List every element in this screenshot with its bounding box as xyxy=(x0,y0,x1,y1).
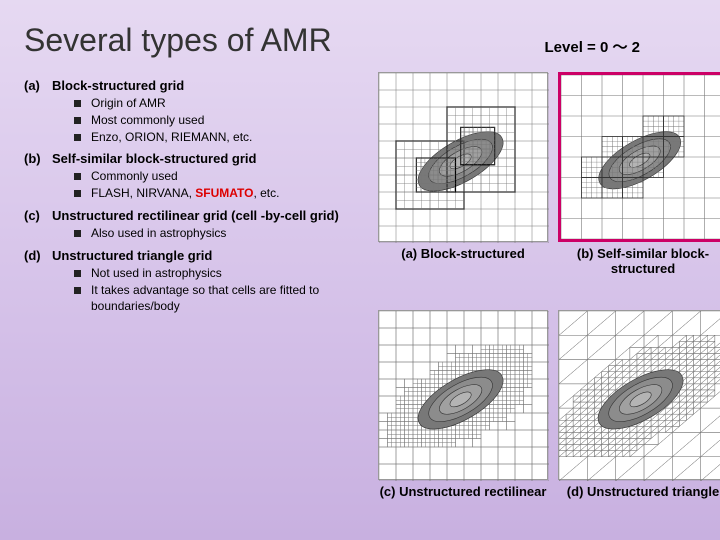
bullet: Enzo, ORION, RIEMANN, etc. xyxy=(74,129,364,146)
bullet-marker-icon xyxy=(74,287,81,294)
outline: (a)Block-structured grid Origin of AMRMos… xyxy=(24,78,364,321)
bullet-marker-icon xyxy=(74,190,81,197)
outline-bullets: Commonly usedFLASH, NIRVANA, SFUMATO, et… xyxy=(74,168,364,202)
outline-item-label: (b) xyxy=(24,151,52,166)
bullet: FLASH, NIRVANA, SFUMATO, etc. xyxy=(74,185,364,202)
bullet-text: Commonly used xyxy=(91,168,364,185)
outline-item-heading: Self-similar block-structured grid xyxy=(52,151,364,166)
bullet-text: Not used in astrophysics xyxy=(91,265,364,282)
outline-item-heading: Unstructured rectilinear grid (cell -by-… xyxy=(52,208,364,223)
figure-a xyxy=(378,72,548,242)
caption-b: (b) Self-similar block-structured xyxy=(558,246,720,276)
bullet-text: It takes advantage so that cells are fit… xyxy=(91,282,364,316)
bullet-marker-icon xyxy=(74,270,81,277)
outline-bullets: Origin of AMRMost commonly usedEnzo, ORI… xyxy=(74,95,364,145)
outline-item-heading: Unstructured triangle grid xyxy=(52,248,364,263)
bullet-marker-icon xyxy=(74,100,81,107)
bullet: It takes advantage so that cells are fit… xyxy=(74,282,364,316)
bullet-marker-icon xyxy=(74,173,81,180)
bullet: Origin of AMR xyxy=(74,95,364,112)
bullet: Commonly used xyxy=(74,168,364,185)
figure-c xyxy=(378,310,548,480)
page-title: Several types of AMR xyxy=(24,22,332,59)
level-note: Level = 0 ～ 2 xyxy=(545,36,640,57)
bullet-marker-icon xyxy=(74,134,81,141)
outline-bullets: Also used in astrophysics xyxy=(74,225,364,242)
bullet-marker-icon xyxy=(74,230,81,237)
bullet: Also used in astrophysics xyxy=(74,225,364,242)
caption-a: (a) Block-structured xyxy=(378,246,548,261)
outline-item-label: (a) xyxy=(24,78,52,93)
bullet-text: Most commonly used xyxy=(91,112,364,129)
bullet-text: Also used in astrophysics xyxy=(91,225,364,242)
caption-c: (c) Unstructured rectilinear xyxy=(378,484,548,499)
outline-bullets: Not used in astrophysicsIt takes advanta… xyxy=(74,265,364,315)
outline-item-heading: Block-structured grid xyxy=(52,78,364,93)
outline-item: (c)Unstructured rectilinear grid (cell -… xyxy=(24,208,364,223)
outline-item-label: (d) xyxy=(24,248,52,263)
bullet: Most commonly used xyxy=(74,112,364,129)
bullet-marker-icon xyxy=(74,117,81,124)
bullet-text: Enzo, ORION, RIEMANN, etc. xyxy=(91,129,364,146)
bullet-text: FLASH, NIRVANA, SFUMATO, etc. xyxy=(91,185,364,202)
outline-item: (a)Block-structured grid xyxy=(24,78,364,93)
caption-d: (d) Unstructured triangle xyxy=(558,484,720,499)
bullet: Not used in astrophysics xyxy=(74,265,364,282)
bullet-text: Origin of AMR xyxy=(91,95,364,112)
outline-item-label: (c) xyxy=(24,208,52,223)
figure-b xyxy=(558,72,720,242)
outline-item: (d)Unstructured triangle grid xyxy=(24,248,364,263)
outline-item: (b)Self-similar block-structured grid xyxy=(24,151,364,166)
figure-d xyxy=(558,310,720,480)
